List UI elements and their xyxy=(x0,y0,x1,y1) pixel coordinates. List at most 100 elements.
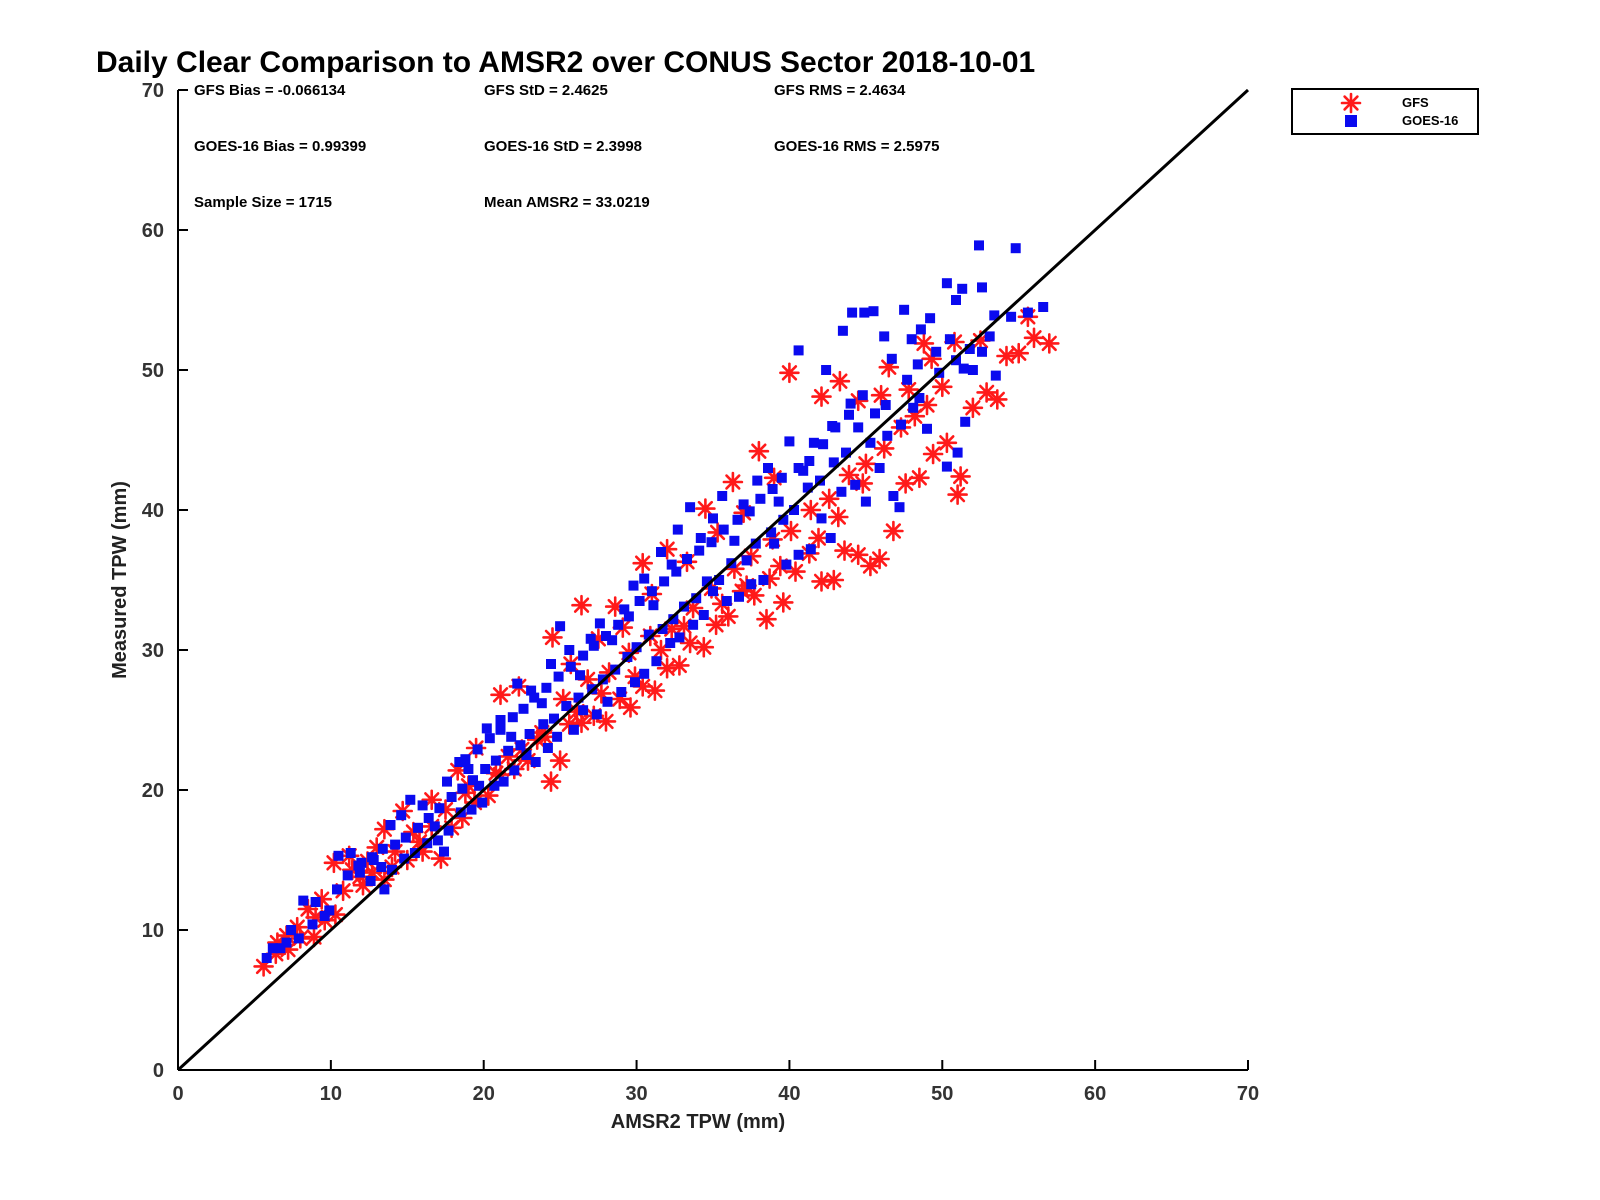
goes16-point xyxy=(365,876,376,886)
gfs-point xyxy=(811,386,832,407)
gfs-point xyxy=(913,333,935,354)
goes16-point xyxy=(793,463,804,473)
goes16-point xyxy=(844,409,854,420)
goes16-point xyxy=(541,682,552,693)
goes16-point xyxy=(944,334,955,345)
goes16-point xyxy=(957,283,968,294)
goes16-point xyxy=(857,390,868,401)
goes16-point xyxy=(744,506,755,517)
gfs-point xyxy=(265,943,287,965)
y-tick-label: 0 xyxy=(153,1060,164,1082)
goes16-point xyxy=(802,482,813,493)
goes16-point xyxy=(429,821,440,832)
goes16-point xyxy=(319,911,330,921)
goes16-point xyxy=(472,744,483,755)
goes16-point xyxy=(951,355,961,366)
goes16-point xyxy=(413,822,423,833)
gfs-point xyxy=(577,669,598,690)
x-tick-label: 70 xyxy=(1237,1083,1259,1105)
goes16-point xyxy=(578,705,589,716)
gfs-point xyxy=(718,606,739,627)
gfs-point xyxy=(609,688,631,710)
gfs-point xyxy=(650,639,672,661)
gfs-point xyxy=(595,711,617,732)
gfs-point xyxy=(452,807,473,829)
goes16-point xyxy=(286,925,297,935)
goes16-point xyxy=(552,731,563,742)
goes16-point xyxy=(507,712,518,723)
legend: GFS GOES-16 xyxy=(1291,88,1479,135)
x-tick-label: 0 xyxy=(172,1083,183,1105)
goes16-point xyxy=(865,437,876,448)
goes16-point xyxy=(565,661,576,672)
goes16-point xyxy=(668,614,679,625)
goes16-point xyxy=(850,479,861,490)
gfs-point xyxy=(571,712,592,734)
gfs-point xyxy=(898,379,919,400)
gfs-point xyxy=(276,925,297,946)
gfs-point xyxy=(1023,327,1045,349)
goes16-point xyxy=(714,575,725,585)
goes16-point xyxy=(882,430,893,441)
goes16-point xyxy=(466,804,477,815)
gfs-point xyxy=(996,345,1017,367)
gfs-point xyxy=(818,488,840,510)
goes16-point xyxy=(481,723,492,734)
goes16-point xyxy=(588,640,599,651)
stats-block: GFS Bias = -0.066134 GFS StD = 2.4625 GF… xyxy=(194,82,940,211)
gfs-point xyxy=(366,837,387,858)
goes16-point xyxy=(484,733,495,744)
goes16-point xyxy=(536,698,547,709)
gfs-point xyxy=(656,538,678,560)
goes16-point xyxy=(651,656,662,667)
goes16-point xyxy=(443,825,454,836)
goes16-point xyxy=(860,496,871,507)
y-tick-label: 10 xyxy=(142,920,164,942)
goes16-point xyxy=(656,547,666,557)
goes16-point xyxy=(763,463,773,473)
gfs-point xyxy=(412,841,433,862)
gfs-point xyxy=(682,597,704,619)
goes16-point xyxy=(695,533,706,543)
gfs-point xyxy=(571,594,592,616)
goes16-point xyxy=(896,419,906,430)
goes16-point xyxy=(912,359,923,370)
gfs-point xyxy=(409,831,430,853)
goes16-point xyxy=(607,635,618,646)
goes16-point xyxy=(688,619,699,630)
x-tick-label: 50 xyxy=(931,1083,953,1105)
gfs-point xyxy=(430,848,452,869)
goes16-point xyxy=(894,502,905,513)
goes16-point xyxy=(964,344,975,354)
goes16-point xyxy=(561,701,572,711)
y-tick-label: 20 xyxy=(142,780,164,802)
gfs-point xyxy=(297,898,319,920)
gfs-point xyxy=(808,527,829,549)
goes16-point xyxy=(489,780,500,791)
goes16-point xyxy=(837,325,848,336)
x-tick-label: 10 xyxy=(320,1083,342,1105)
gfs-point xyxy=(811,571,832,592)
goes16-point xyxy=(732,514,743,525)
goes16-point xyxy=(805,544,816,555)
goes16-point xyxy=(845,398,856,409)
goes16-point xyxy=(530,757,541,767)
goes16-point xyxy=(573,692,584,703)
goes16-point xyxy=(387,864,397,875)
gfs-point xyxy=(909,467,930,489)
y-ticks: 0 10 20 30 40 50 60 70 xyxy=(142,80,188,1082)
goes16-point xyxy=(906,334,917,345)
goes16-point xyxy=(457,783,468,794)
goes16-point xyxy=(332,884,342,895)
goes16-point xyxy=(377,843,388,854)
goes16-point xyxy=(376,862,387,872)
goes16-point xyxy=(941,278,952,289)
goes16-point xyxy=(767,484,778,494)
gfs-point xyxy=(604,596,626,617)
gfs-point xyxy=(534,726,556,748)
goes16-point xyxy=(758,575,769,585)
one-to-one-line xyxy=(176,88,1250,1072)
goes16-point xyxy=(776,472,787,483)
goes16-point xyxy=(298,895,309,906)
stat-gfs-bias: GFS Bias = -0.066134 xyxy=(194,82,346,99)
